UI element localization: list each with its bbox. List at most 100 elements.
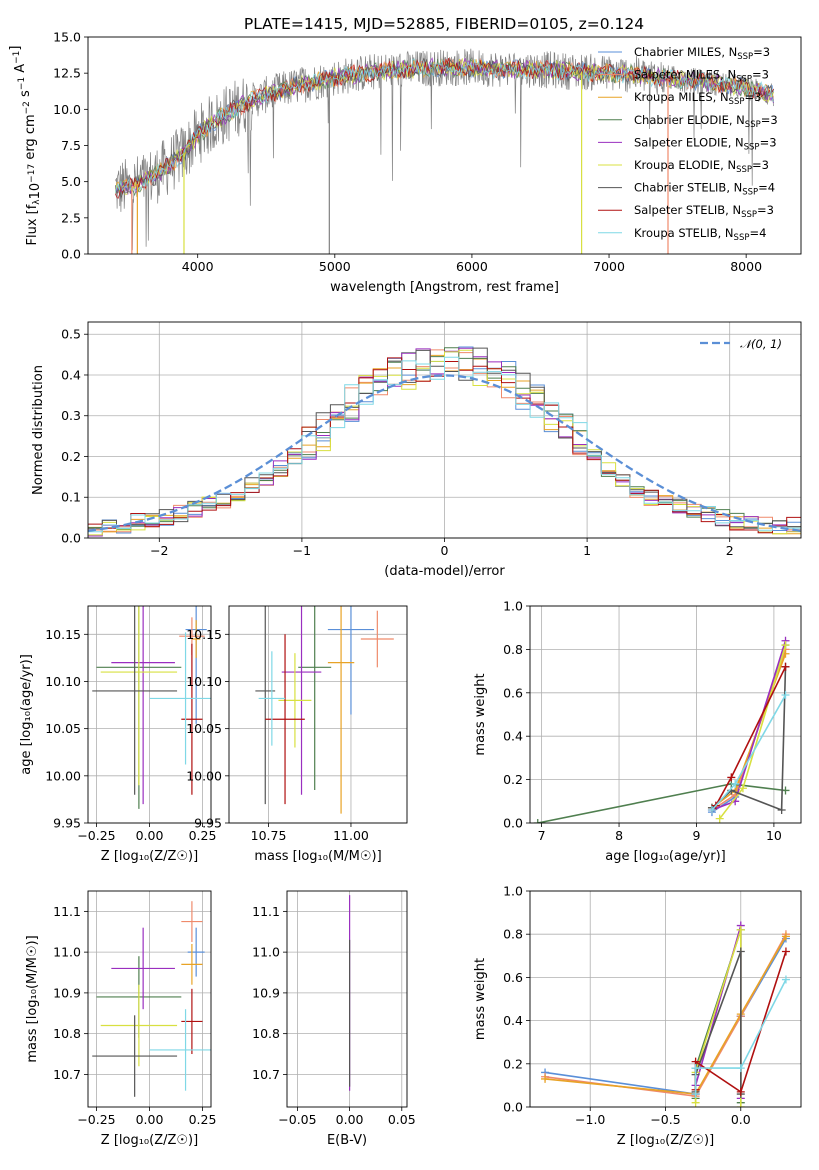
y-tick-label: 10.10 <box>186 674 222 689</box>
y-tick-label: 10.7 <box>252 1067 280 1082</box>
x-tick-label: 0.00 <box>136 1112 164 1127</box>
mass-weight-series-line <box>545 935 787 1095</box>
y-tick-label: 10.9 <box>252 985 280 1000</box>
y-tick-label: 15.0 <box>53 30 81 45</box>
age-vs-metallicity-panel: −0.25 0.00 0.25 9.95 10.00 10.05 10.10 10.15 Z [… <box>19 605 217 864</box>
legend-label: 𝒩(0, 1) <box>740 337 782 351</box>
y-tick-label: 10.15 <box>186 627 222 642</box>
y-tick-label: 0.2 <box>503 1056 523 1071</box>
x-tick-label: 10 <box>766 828 782 843</box>
y-tick-label: 12.5 <box>53 66 81 81</box>
y-tick-label: 0.0 <box>503 1100 523 1115</box>
y-tick-label: 5.0 <box>61 174 81 189</box>
y-tick-label: 9.95 <box>194 816 222 831</box>
x-tick-label: 0.25 <box>189 828 217 843</box>
x-tick-label: −0.5 <box>650 1112 680 1127</box>
plot-area <box>92 606 211 809</box>
y-tick-label: 10.05 <box>45 721 81 736</box>
axes-frame <box>286 890 408 1108</box>
x-tick-label: 8000 <box>730 259 762 274</box>
x-tick-label: 0.25 <box>189 1112 217 1127</box>
legend-label: Kroupa ELODIE, NSSP=3 <box>634 158 769 175</box>
data-point-marker <box>727 773 736 782</box>
x-axis-label: wavelength [Angstrom, rest frame] <box>330 280 559 295</box>
x-tick-label: 10.75 <box>251 828 287 843</box>
observed-spectrum-line <box>115 48 774 251</box>
data-point-marker <box>736 947 745 956</box>
y-axis-label: mass weight <box>473 958 488 1040</box>
data-point-marker <box>781 690 790 699</box>
y-tick-label: 10.00 <box>186 768 222 783</box>
axes-frame <box>529 605 802 824</box>
y-tick-label: 0.4 <box>503 1013 523 1028</box>
x-tick-label: 0.0 <box>731 1112 751 1127</box>
data-point-marker <box>541 1074 550 1083</box>
data-point-marker <box>736 1103 745 1107</box>
y-tick-label: 10.8 <box>252 1026 280 1041</box>
x-tick-label: 4000 <box>182 259 214 274</box>
x-tick-label: 0.05 <box>388 1112 416 1127</box>
y-tick-label: 0.4 <box>61 367 81 382</box>
y-tick-label: 0.3 <box>61 408 81 423</box>
y-tick-label: 10.0 <box>53 102 81 117</box>
plot-area <box>255 606 394 814</box>
x-tick-label: 9 <box>692 828 700 843</box>
plot-area <box>115 48 774 254</box>
x-axis-label: Z [log₁₀(Z/Z☉)] <box>617 1133 714 1148</box>
mass-vs-metallicity-panel: −0.25 0.00 0.25 10.7 10.8 10.9 11.0 11.1 Z [log₁… <box>25 890 217 1148</box>
plot-area <box>88 346 801 538</box>
data-point-marker <box>736 1064 745 1073</box>
x-tick-label: 11.00 <box>333 828 369 843</box>
y-tick-label: 7.5 <box>61 138 81 153</box>
data-point-marker <box>781 932 790 941</box>
plot-area <box>92 901 211 1097</box>
model-spectrum-line <box>115 57 774 195</box>
y-axis-label: Normed distribution <box>31 365 46 495</box>
y-tick-label: 0.0 <box>61 247 81 262</box>
data-point-marker <box>738 784 747 793</box>
data-point-marker <box>781 662 790 671</box>
weight-vs-age-panel: 7 8 9 10 0.0 0.2 0.4 0.6 0.8 1.0 age [log₁₀(age/yr… <box>473 599 802 864</box>
x-axis-label: age [log₁₀(age/yr)] <box>605 849 726 864</box>
y-axis-label: age [log₁₀(age/yr)] <box>19 654 34 775</box>
y-tick-label: 1.0 <box>503 884 523 899</box>
y-tick-label: 11.1 <box>252 904 280 919</box>
y-axis-label: Flux [fλ10−17 erg cm−2 s−1 A−1] <box>8 46 43 246</box>
mass-vs-ebv-panel: −0.05 0.00 0.05 10.7 10.8 10.9 11.0 11.1 E(B-V) <box>252 890 416 1148</box>
x-axis-label: Z [log₁₀(Z/Z☉)] <box>101 1133 198 1148</box>
data-point-marker <box>691 1090 700 1099</box>
y-tick-label: 0.6 <box>503 970 523 985</box>
y-tick-label: 2.5 <box>61 210 81 225</box>
y-tick-label: 10.8 <box>53 1026 81 1041</box>
x-axis-label: Z [log₁₀(Z/Z☉)] <box>101 849 198 864</box>
axes-frame <box>87 321 802 539</box>
y-tick-label: 11.1 <box>53 904 81 919</box>
legend-label: Salpeter ELODIE, NSSP=3 <box>634 135 777 152</box>
data-point-marker <box>781 641 790 650</box>
mass-weight-series-line <box>694 951 742 1094</box>
y-tick-label: 0.6 <box>503 685 523 700</box>
age-vs-mass-panel: 10.75 11.00 9.95 10.00 10.05 10.10 10.15 mass [… <box>186 605 408 864</box>
y-tick-label: 10.9 <box>53 985 81 1000</box>
plot-area <box>541 921 790 1107</box>
x-tick-label: 2 <box>726 543 734 558</box>
mass-weight-series-line <box>711 644 787 813</box>
x-tick-label: 0 <box>441 543 449 558</box>
spectrum-panel: 4000 5000 6000 7000 8000 0.0 2.5 5.0 7.5 10.0 12.5… <box>8 30 802 295</box>
y-tick-label: 10.10 <box>45 674 81 689</box>
model-spectrum-line <box>115 58 774 194</box>
y-tick-label: 0.0 <box>61 531 81 546</box>
x-tick-label: 7 <box>538 828 546 843</box>
x-tick-label: −1 <box>293 543 311 558</box>
legend-label: Salpeter STELIB, NSSP=3 <box>634 203 774 220</box>
x-tick-label: 5000 <box>319 259 351 274</box>
data-point-marker <box>691 1098 700 1107</box>
y-tick-label: 0.0 <box>503 816 523 831</box>
data-point-marker <box>533 819 542 823</box>
data-point-marker <box>781 947 790 956</box>
y-tick-label: 9.95 <box>53 816 81 831</box>
y-tick-label: 0.4 <box>503 729 523 744</box>
y-tick-label: 1.0 <box>503 599 523 614</box>
x-tick-label: 0.00 <box>136 828 164 843</box>
